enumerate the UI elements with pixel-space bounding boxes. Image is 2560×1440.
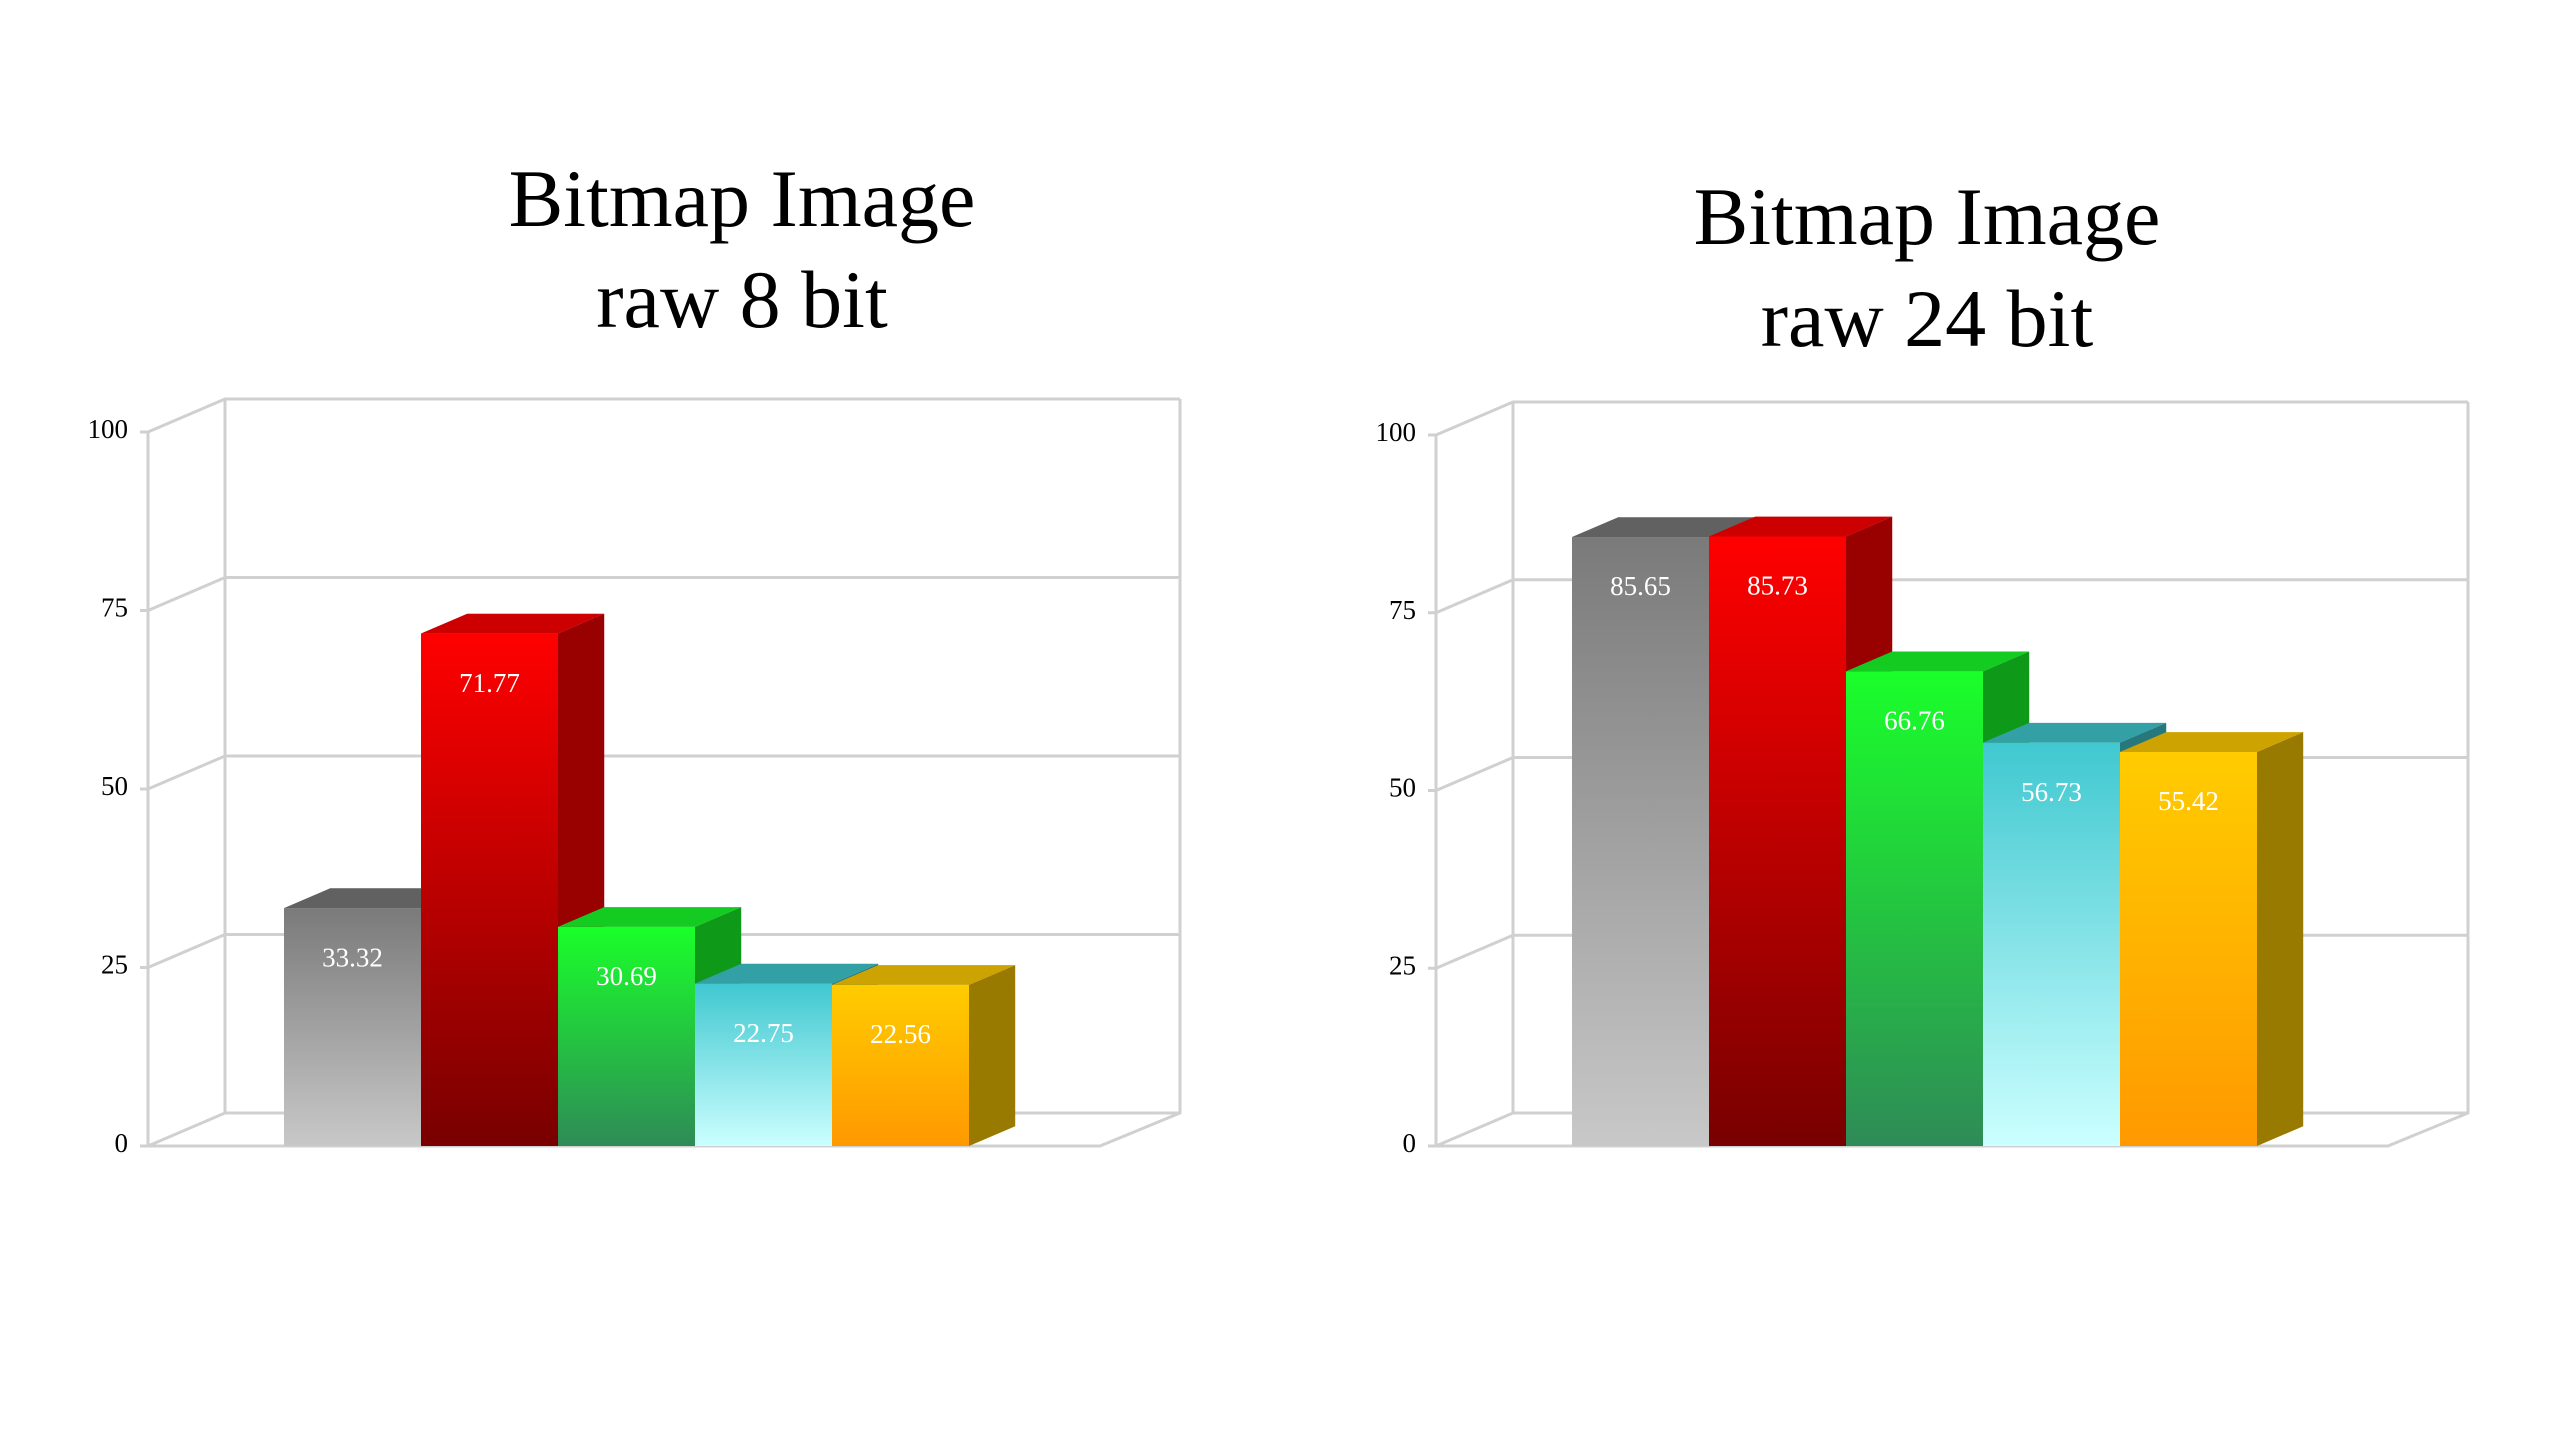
bar-front <box>695 983 832 1146</box>
bar-top <box>558 907 742 927</box>
bar-top-shade <box>1846 651 2030 672</box>
chart-title: raw 8 bit <box>596 254 888 345</box>
bar <box>832 965 1016 1146</box>
bar-top <box>1983 722 2167 743</box>
y-tick-label: 100 <box>88 414 129 444</box>
bar-side <box>969 965 1016 1146</box>
y-tick-label: 0 <box>1403 1128 1417 1158</box>
value-label: 30.69 <box>596 961 657 991</box>
value-label: 22.56 <box>870 1019 931 1049</box>
grid-line <box>147 576 1180 612</box>
y-tick-label: 25 <box>101 950 128 980</box>
bar-top <box>1846 651 2030 672</box>
grid-line <box>147 933 1180 969</box>
bar-top-shade <box>421 613 605 634</box>
bar-front <box>2120 751 2257 1146</box>
bar-front <box>1709 536 1846 1146</box>
bar-top <box>421 613 605 634</box>
bar-front <box>421 633 558 1146</box>
y-tick-label: 50 <box>101 771 128 801</box>
bar-front <box>1983 742 2120 1146</box>
bar-top <box>2120 732 2304 752</box>
value-label: 71.77 <box>459 668 520 698</box>
y-tick-label: 50 <box>1389 773 1416 803</box>
bar-side-shade <box>969 965 1016 1146</box>
chart-title: raw 24 bit <box>1761 273 2094 364</box>
bar <box>2120 732 2304 1146</box>
y-tick-label: 0 <box>115 1128 129 1158</box>
y-tick-label: 25 <box>1389 950 1416 980</box>
grid-line <box>1435 400 2468 437</box>
bar-side-shade <box>2257 732 2304 1146</box>
bar-top <box>1572 517 1756 538</box>
bar-top-shade <box>832 965 1016 985</box>
grid-line <box>147 754 1180 791</box>
value-label: 56.73 <box>2021 777 2082 807</box>
bar-top-shade <box>1572 517 1756 538</box>
value-label: 33.32 <box>322 942 383 972</box>
value-label: 85.65 <box>1610 571 1671 601</box>
chart-title: Bitmap Image <box>509 153 976 244</box>
bar-top-shade <box>558 907 742 927</box>
y-tick-label: 75 <box>1389 595 1416 625</box>
value-label: 55.42 <box>2158 786 2219 816</box>
chart-title: Bitmap Image <box>1694 171 2161 262</box>
value-label: 66.76 <box>1884 706 1945 736</box>
bar-top-shade <box>2120 732 2304 752</box>
y-tick-label: 75 <box>101 593 128 623</box>
bar-side <box>2257 732 2304 1146</box>
bar-front <box>1572 537 1709 1146</box>
bar-top-shade <box>1709 516 1893 537</box>
bar-front <box>558 926 695 1146</box>
y-tick-label: 100 <box>1376 417 1417 447</box>
bar-top-shade <box>1983 722 2167 743</box>
bar-front <box>832 984 969 1146</box>
bar-front <box>284 908 421 1146</box>
value-label: 22.75 <box>733 1018 794 1048</box>
bar-top <box>832 965 1016 985</box>
grid-line <box>147 397 1180 434</box>
bar-front <box>1846 671 1983 1146</box>
grid-line <box>1435 578 2468 615</box>
bar-top-shade <box>695 963 879 984</box>
bar-top <box>1709 516 1893 537</box>
value-label: 85.73 <box>1747 571 1808 601</box>
bar-top <box>695 963 879 984</box>
